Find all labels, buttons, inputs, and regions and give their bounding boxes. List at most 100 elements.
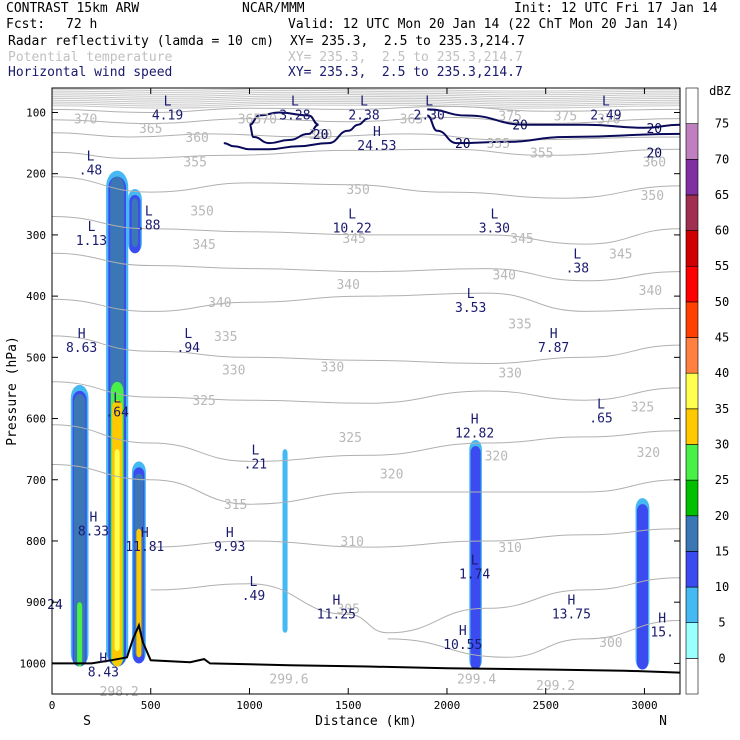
wind-extremum-value: 12.82 (455, 427, 494, 442)
wind-extremum-value: .94 (177, 341, 201, 356)
theta-line-upper (51, 88, 681, 92)
theta-label: 345 (192, 238, 215, 253)
wind-extremum-value: 2.30 (414, 108, 445, 123)
colorbar-label: 40 (715, 366, 729, 380)
theta-line (387, 620, 681, 658)
theta-line (51, 252, 681, 282)
init-time: Init: 12 UTC Fri 17 Jan 14 (514, 1, 718, 16)
theta-label: 365 (238, 113, 261, 128)
model-name: CONTRAST 15km ARW (6, 1, 140, 16)
colorbar-label: 70 (715, 152, 729, 166)
theta-label: 299.4 (457, 673, 496, 688)
wind-extremum-tag: H (373, 125, 381, 140)
wind-extremum-tag: H (226, 526, 234, 541)
wind-contour-line (427, 108, 681, 129)
y-tick-label: 400 (26, 290, 46, 303)
wind-extremum-tag: H (550, 327, 558, 342)
wind-extremum-value: 1.74 (459, 568, 490, 583)
wind-extremum-tag: L (471, 554, 479, 569)
plot-frame (51, 87, 681, 695)
theta-label: 365 (139, 122, 162, 137)
colorbar-bin (685, 158, 699, 196)
wind-contour-label: 20 (455, 137, 471, 152)
theta-label: 310 (498, 541, 521, 556)
wind-extremum-value: 24.53 (357, 139, 396, 154)
field-xy-wind: XY= 235.3, 2.5 to 235.3,214.7 (288, 65, 523, 80)
theta-line-upper (51, 89, 681, 94)
reflectivity-cell-10dbz (636, 504, 649, 670)
wind-extremum-tag: L (425, 94, 433, 109)
theta-line-upper (51, 97, 681, 102)
theta-line-upper (51, 95, 681, 100)
colorbar-bin (685, 479, 699, 517)
wind-extremum-tag: H (471, 413, 479, 428)
theta-label: 298.2 (100, 685, 139, 700)
wind-extremum-tag: H (658, 612, 666, 627)
x-tick-label: 3000 (631, 699, 658, 712)
colorbar-label: 15 (715, 544, 729, 558)
wind-extremum-value: .38 (566, 261, 589, 276)
x-axis-label: Distance (km) (315, 714, 417, 729)
theta-label: 325 (192, 394, 215, 409)
theta-label: 370 (74, 113, 97, 128)
wind-extremum-value: .21 (244, 457, 267, 472)
terrain (52, 622, 681, 674)
theta-label: 325 (631, 400, 654, 415)
theta-label: 360 (309, 128, 332, 143)
y-tick-label: 1000 (20, 657, 47, 670)
reflectivity-core (77, 602, 83, 667)
y-tick-label: 900 (26, 596, 46, 609)
wind-extremum-value: 9.93 (214, 540, 245, 555)
wind-extremum-value: 11.25 (317, 607, 356, 622)
wind-contours (223, 108, 681, 151)
reflectivity-cell (282, 449, 288, 633)
wind-extremum-value: .88 (137, 219, 160, 234)
wind-extremum-value: 4.19 (152, 108, 183, 123)
wind-extremum-tag: L (360, 94, 368, 109)
colorbar-bin (685, 301, 699, 338)
theta-label: 335 (508, 318, 531, 333)
wind-contour-label: 20 (646, 122, 662, 137)
terrain-line (52, 622, 681, 674)
center-name: NCAR/MMM (242, 1, 305, 16)
wind-extremum-tag: L (87, 150, 95, 165)
reflectivity-cell-10dbz (470, 445, 481, 670)
valid-time: Valid: 12 UTC Mon 20 Jan 14 (22 ChT Mon … (288, 17, 680, 32)
field-xy-theta: XY= 235.3, 2.5 to 235.3,214.7 (288, 50, 523, 65)
x-tick-label: 2500 (532, 699, 559, 712)
wind-extremum-tag: L (251, 443, 259, 458)
colorbar-label: 0 (718, 651, 725, 665)
theta-label: 375 (498, 110, 521, 125)
theta-line (51, 148, 681, 159)
wind-extremum-value: 3.30 (479, 222, 510, 237)
wind-contour-label: 20 (512, 119, 528, 134)
wind-extremum-value: 15. (650, 626, 673, 641)
colorbar-bin (685, 230, 699, 267)
colorbar-bin (685, 515, 699, 552)
theta-line-upper (51, 99, 681, 103)
wind-extremum-value: 3.53 (455, 301, 486, 316)
theta-label: 365 (400, 113, 423, 128)
theta-label: 320 (485, 449, 508, 464)
wind-extremum-tag: L (88, 220, 96, 235)
colorbar-bin (685, 408, 699, 445)
y-tick-label: 200 (26, 168, 46, 181)
wind-extremum-tag: H (332, 593, 340, 608)
fcst-value: 72 h (66, 17, 98, 32)
theta-label: 370 (254, 113, 277, 128)
wind-contour-line (248, 111, 319, 145)
colorbar-label: 60 (715, 224, 729, 238)
wind-extremum-value: 8.43 (88, 665, 119, 680)
x-tick-label: 500 (141, 699, 161, 712)
wind-extremum-tag: L (184, 327, 192, 342)
theta-line (51, 335, 681, 365)
wind-extremum-value: 10.55 (443, 638, 482, 653)
colorbar-label: 5 (718, 616, 725, 630)
theta-label: 345 (342, 232, 365, 247)
colorbar-bin (685, 337, 699, 374)
theta-label: 320 (637, 446, 660, 461)
colorbar-bin (685, 586, 699, 624)
theta-line (150, 528, 681, 548)
wind-extremum-value: 1.13 (76, 234, 107, 249)
